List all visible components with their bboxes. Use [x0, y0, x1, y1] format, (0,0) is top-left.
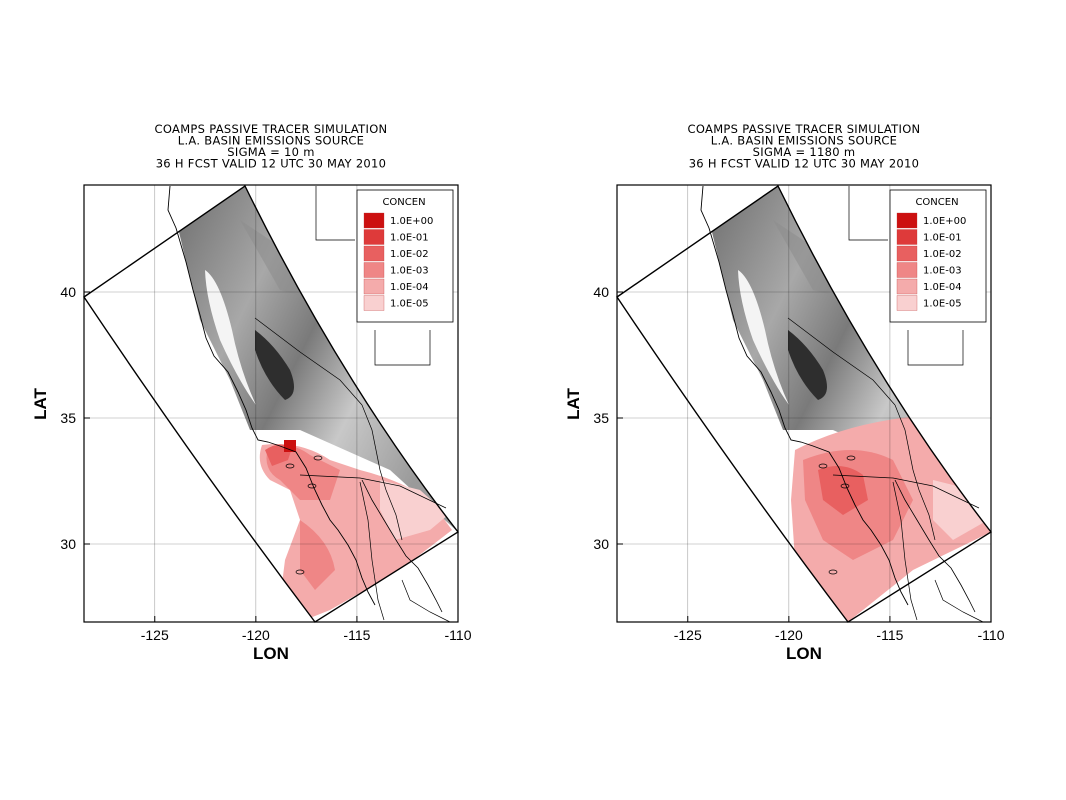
y-axis-title: LAT [564, 387, 583, 419]
legend-label-2: 1.0E-02 [923, 249, 962, 260]
legend-label-2: 1.0E-02 [390, 249, 429, 260]
x-tick-label-3: -110 [445, 627, 472, 643]
boundary-line-7 [934, 579, 984, 623]
y-axis-title: LAT [31, 387, 50, 419]
island-1 [313, 455, 323, 461]
x-tick-label-0: -125 [141, 627, 169, 643]
boundary-line-3 [374, 330, 431, 366]
sierra-high-terrain [788, 330, 827, 400]
boundary-line-1 [894, 404, 914, 471]
legend-swatch-3 [896, 262, 918, 278]
legend-swatch-2 [896, 245, 918, 262]
legend-swatch-2 [363, 245, 385, 262]
title-line-1: COAMPS PASSIVE TRACER SIMULATION [688, 122, 921, 136]
x-tick-label-1: -120 [242, 627, 270, 643]
legend-label-0: 1.0E+00 [923, 216, 966, 227]
boundary-line-5 [912, 469, 936, 541]
model-domain-boundary [616, 184, 993, 623]
legend-label-3: 1.0E-03 [390, 266, 429, 277]
boundary-line-0 [254, 317, 363, 406]
title-line-4: 36 H FCST VALID 12 UTC 30 MAY 2010 [156, 157, 387, 171]
legend-label-1: 1.0E-01 [923, 233, 962, 244]
model-domain-boundary [83, 184, 460, 623]
title-line-4: 36 H FCST VALID 12 UTC 30 MAY 2010 [689, 157, 920, 171]
boundary-line-1 [361, 404, 381, 471]
y-tick-label-0: 40 [593, 284, 609, 300]
boundary-line-3 [907, 330, 964, 366]
gulf-coastline [361, 479, 443, 613]
plume-1e-03-south [300, 520, 335, 590]
boundary-line-4 [848, 186, 888, 241]
boundary-line-4 [315, 186, 355, 241]
plume-1e-02 [818, 466, 868, 515]
panel-right: COAMPS PASSIVE TRACER SIMULATION L.A. BAS… [533, 0, 1066, 800]
title-line-3: SIGMA = 10 m [227, 145, 314, 159]
x-tick-label-3: -110 [978, 627, 1005, 643]
title-line-1: COAMPS PASSIVE TRACER SIMULATION [155, 122, 388, 136]
boundary-line-6 [892, 481, 918, 621]
sierra-high-terrain [255, 330, 294, 400]
y-tick-label-2: 30 [60, 536, 76, 552]
island-3 [828, 569, 838, 575]
x-axis-title: LON [253, 644, 289, 663]
island-2 [840, 483, 850, 489]
x-tick-label-2: -115 [876, 627, 903, 643]
x-tick-label-0: -125 [674, 627, 702, 643]
island-1 [846, 455, 856, 461]
central-valley [205, 270, 256, 405]
title-line-2: L.A. BASIN EMISSIONS SOURCE [178, 134, 365, 148]
panel-left: COAMPS PASSIVE TRACER SIMULATION L.A. BAS… [31, 122, 472, 663]
legend-label-5: 1.0E-05 [390, 299, 429, 310]
y-tick-label-1: 35 [593, 410, 609, 426]
legend-label-4: 1.0E-04 [390, 282, 429, 293]
central-valley [738, 270, 789, 405]
boundary-line-6 [359, 481, 385, 621]
legend-swatch-4 [896, 278, 918, 295]
island-3 [295, 569, 305, 575]
y-tick-label-2: 30 [593, 536, 609, 552]
legend: CONCEN 1.0E+00 1.0E-01 1.0E-02 1.0E-03 1.0E-0… [889, 189, 987, 323]
x-tick-label-2: -115 [343, 627, 370, 643]
gulf-coastline [894, 479, 976, 613]
y-tick-label-1: 35 [60, 410, 76, 426]
title-line-3: SIGMA = 1180 m [753, 145, 856, 159]
legend-swatch-1 [896, 229, 918, 245]
legend: CONCEN 1.0E+00 1.0E-01 1.0E-02 1.0E-03 1.0E-0… [356, 189, 454, 323]
legend-label-5: 1.0E-05 [923, 299, 962, 310]
legend-swatch-0 [896, 212, 918, 229]
y-tick-label-0: 40 [60, 284, 76, 300]
island-2 [307, 483, 317, 489]
terrain-relief [168, 186, 458, 532]
legend-swatch-0 [363, 212, 385, 229]
legend-swatch-5 [896, 295, 918, 311]
title-line-2: L.A. BASIN EMISSIONS SOURCE [711, 134, 898, 148]
legend-label-0: 1.0E+00 [390, 216, 433, 227]
boundary-line-5 [379, 469, 403, 541]
x-axis-title: LON [786, 644, 822, 663]
legend-swatch-1 [363, 229, 385, 245]
boundary-line-2 [832, 474, 980, 509]
legend-title: CONCEN [915, 197, 958, 208]
island-0 [818, 463, 828, 469]
legend-swatch-4 [363, 278, 385, 295]
boundary-line-0 [787, 317, 896, 406]
legend-label-1: 1.0E-01 [390, 233, 429, 244]
legend-label-3: 1.0E-03 [923, 266, 962, 277]
legend-label-4: 1.0E-04 [923, 282, 962, 293]
boundary-line-7 [401, 579, 451, 623]
plume-1e-05 [380, 480, 448, 540]
legend-swatch-3 [363, 262, 385, 278]
coastline [700, 185, 909, 606]
coastline [167, 185, 376, 606]
boundary-line-2 [299, 474, 447, 509]
island-0 [285, 463, 295, 469]
x-tick-label-1: -120 [775, 627, 803, 643]
legend-swatch-5 [363, 295, 385, 311]
legend-title: CONCEN [382, 197, 425, 208]
